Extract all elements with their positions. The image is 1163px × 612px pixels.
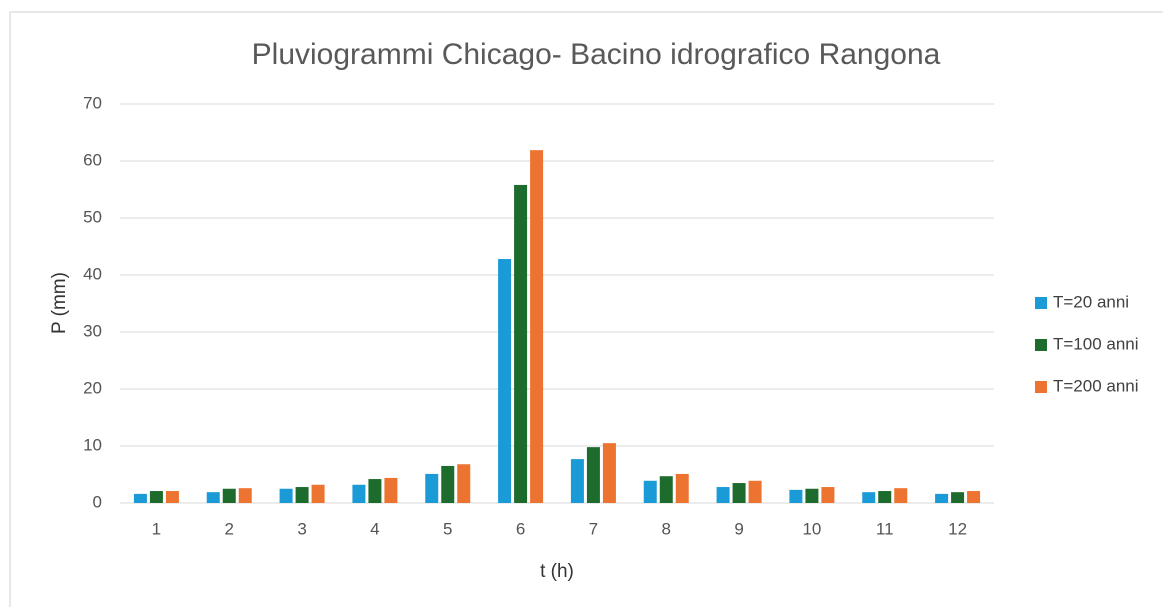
chart-title: Pluviogrammi Chicago- Bacino idrografico…	[252, 38, 941, 71]
x-tick-label: 4	[370, 519, 379, 538]
bar	[238, 488, 252, 503]
y-tick-label: 30	[83, 321, 102, 340]
bar	[675, 473, 689, 503]
bar	[498, 259, 512, 503]
bar	[716, 487, 730, 503]
bar	[894, 488, 908, 503]
bar	[951, 492, 965, 503]
x-axis-label: t (h)	[540, 561, 574, 582]
bar	[530, 150, 544, 504]
bar	[732, 483, 746, 503]
x-tick-label: 6	[516, 519, 525, 538]
x-tick-label: 5	[443, 519, 452, 538]
x-tick-label: 11	[876, 519, 894, 538]
bar	[425, 473, 439, 503]
legend-label: T=200 anni	[1053, 376, 1139, 395]
y-tick-label: 60	[83, 150, 102, 169]
bar	[570, 459, 584, 503]
chart-border	[9, 11, 1163, 612]
bar	[352, 484, 366, 503]
bar	[821, 487, 835, 503]
x-tick-label: 12	[948, 519, 967, 538]
legend-swatch	[1035, 297, 1047, 309]
x-tick-label: 1	[152, 519, 161, 538]
bar	[311, 484, 325, 503]
y-tick-label: 40	[83, 264, 102, 283]
y-tick-label: 70	[83, 93, 102, 112]
x-tick-label: 8	[662, 519, 671, 538]
bar	[279, 488, 293, 503]
bar	[586, 447, 600, 503]
bar	[805, 488, 819, 503]
bar	[457, 464, 471, 503]
bar	[149, 491, 163, 503]
bar	[935, 493, 949, 503]
bar	[862, 492, 876, 503]
x-tick-label: 10	[802, 519, 821, 538]
bar	[878, 491, 892, 503]
bar	[206, 492, 220, 503]
bar	[659, 476, 673, 503]
bar	[748, 480, 762, 503]
legend-swatch	[1035, 339, 1047, 351]
bar	[384, 477, 398, 503]
x-tick-label: 9	[734, 519, 743, 538]
bar	[602, 443, 616, 503]
bar	[165, 491, 179, 503]
bar	[967, 491, 981, 503]
y-tick-label: 0	[93, 492, 102, 511]
bar	[133, 493, 147, 503]
bar	[514, 184, 528, 503]
bar	[222, 488, 236, 503]
y-tick-label: 50	[83, 207, 102, 226]
bar	[368, 479, 382, 503]
bar	[295, 487, 309, 503]
bar	[441, 465, 455, 503]
y-tick-label: 20	[83, 378, 102, 397]
legend-label: T=100 anni	[1053, 334, 1139, 353]
x-tick-label: 3	[297, 519, 306, 538]
y-axis-label: P (mm)	[49, 272, 70, 334]
x-tick-label: 2	[225, 519, 234, 538]
legend-swatch	[1035, 381, 1047, 393]
bar	[643, 480, 657, 503]
legend-label: T=20 anni	[1053, 292, 1129, 311]
x-tick-label: 7	[589, 519, 598, 538]
bar	[789, 489, 803, 503]
y-tick-label: 10	[83, 435, 102, 454]
